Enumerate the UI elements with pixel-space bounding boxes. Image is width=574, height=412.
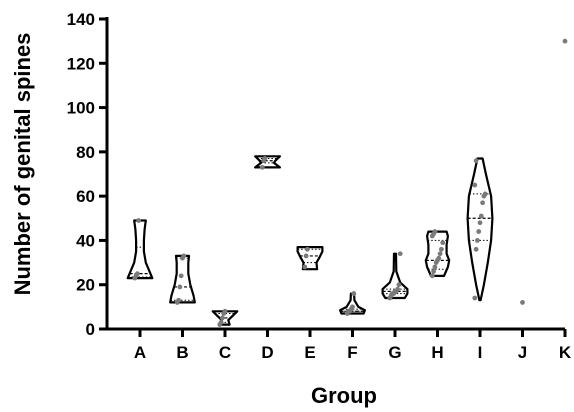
y-tick-label: 0 bbox=[86, 320, 95, 339]
data-point bbox=[436, 255, 442, 261]
data-point bbox=[305, 246, 310, 252]
x-tick-label: A bbox=[134, 343, 146, 362]
violin-group bbox=[424, 229, 451, 279]
y-tick-label: 20 bbox=[76, 276, 95, 295]
y-tick-label: 120 bbox=[67, 54, 95, 73]
data-point bbox=[181, 253, 187, 259]
violin-group bbox=[381, 251, 409, 301]
y-axis-ticks: 0 20 40 60 80 100 120 140 bbox=[67, 10, 107, 339]
data-point bbox=[437, 251, 443, 257]
violin-group bbox=[296, 246, 324, 271]
data-point bbox=[478, 213, 484, 219]
y-tick-label: 60 bbox=[76, 187, 95, 206]
violin-group bbox=[466, 157, 494, 302]
data-point bbox=[472, 295, 478, 301]
data-point bbox=[439, 246, 444, 252]
data-point bbox=[429, 273, 435, 279]
x-tick-label: J bbox=[518, 343, 527, 362]
data-point bbox=[178, 273, 184, 279]
data-point bbox=[177, 284, 183, 290]
data-point bbox=[480, 200, 485, 206]
violin-outline bbox=[339, 292, 366, 315]
x-tick-label: F bbox=[347, 343, 357, 362]
data-point bbox=[473, 246, 479, 252]
data-point bbox=[136, 218, 142, 223]
x-tick-label: H bbox=[431, 343, 443, 362]
violin-outline bbox=[254, 155, 281, 169]
y-tick-label: 40 bbox=[76, 231, 95, 250]
data-point bbox=[222, 308, 228, 314]
data-point bbox=[302, 264, 308, 270]
data-point bbox=[220, 315, 225, 321]
violin-outline bbox=[424, 230, 451, 277]
x-tick-label: G bbox=[388, 343, 401, 362]
y-tick-label: 100 bbox=[67, 99, 95, 118]
data-point bbox=[431, 269, 436, 274]
violin-group bbox=[211, 308, 239, 327]
y-tick-label: 80 bbox=[76, 143, 95, 162]
data-point bbox=[397, 251, 403, 257]
violin-group bbox=[520, 300, 525, 305]
data-point bbox=[520, 300, 525, 305]
x-tick-label: D bbox=[261, 343, 273, 362]
x-axis-title: Group bbox=[311, 383, 377, 408]
data-point bbox=[351, 291, 357, 296]
x-tick-label: E bbox=[304, 343, 315, 362]
data-point bbox=[432, 229, 438, 234]
data-point bbox=[432, 264, 438, 270]
data-point bbox=[218, 319, 224, 325]
data-point bbox=[475, 238, 480, 243]
data-point bbox=[472, 182, 478, 188]
x-axis-ticks: A B C D E F G H I J K bbox=[134, 329, 572, 362]
data-point bbox=[135, 271, 140, 277]
data-point bbox=[476, 229, 482, 234]
violin-outline bbox=[466, 157, 494, 302]
violin-group bbox=[126, 218, 154, 281]
x-tick-label: I bbox=[478, 343, 483, 362]
violin-group bbox=[169, 253, 196, 305]
y-axis-title: Number of genital spines bbox=[10, 33, 35, 296]
data-point bbox=[303, 253, 309, 259]
violin-group bbox=[562, 38, 568, 44]
data-point bbox=[176, 297, 182, 303]
x-tick-label: C bbox=[219, 343, 231, 362]
data-point bbox=[395, 286, 400, 292]
violin-group bbox=[254, 155, 281, 170]
violin-group bbox=[339, 291, 366, 316]
data-point bbox=[350, 304, 355, 310]
data-point bbox=[562, 38, 568, 44]
x-tick-label: B bbox=[176, 343, 188, 362]
data-point bbox=[259, 164, 265, 170]
violin-outline bbox=[381, 252, 409, 300]
data-point bbox=[477, 220, 483, 226]
data-point bbox=[482, 191, 488, 197]
data-point bbox=[262, 156, 268, 161]
x-tick-label: K bbox=[559, 343, 572, 362]
data-point bbox=[440, 240, 446, 246]
data-point bbox=[396, 282, 402, 288]
violin-layer bbox=[126, 38, 568, 327]
violin-outline bbox=[296, 246, 324, 271]
data-point bbox=[473, 158, 479, 164]
y-tick-label: 140 bbox=[67, 10, 95, 29]
violin-outline bbox=[126, 219, 154, 280]
violin-outline bbox=[169, 254, 196, 304]
